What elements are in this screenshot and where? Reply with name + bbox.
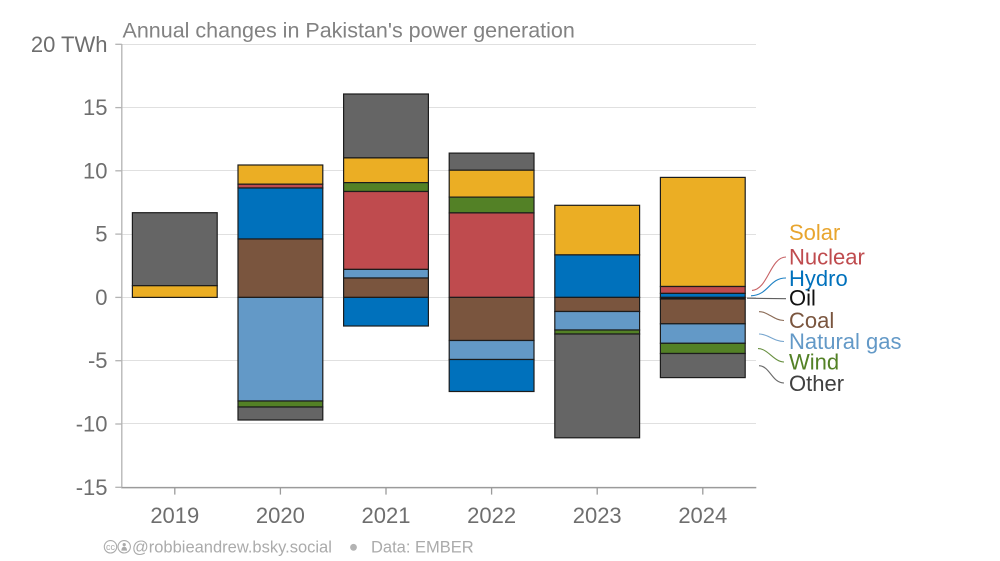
svg-text:2020: 2020 <box>256 503 305 528</box>
svg-text:Solar: Solar <box>789 220 840 245</box>
svg-text:Data: EMBER: Data: EMBER <box>371 539 474 557</box>
svg-text:10: 10 <box>83 158 107 183</box>
svg-text:15: 15 <box>83 95 107 120</box>
svg-text:Coal: Coal <box>789 308 834 333</box>
svg-text:2023: 2023 <box>573 503 622 528</box>
svg-text:-10: -10 <box>76 412 108 437</box>
svg-text:Other: Other <box>789 371 844 396</box>
svg-text:5: 5 <box>95 222 107 247</box>
svg-text:Hydro: Hydro <box>789 266 848 291</box>
svg-text:Natural gas: Natural gas <box>789 329 902 354</box>
svg-text:Annual changes in Pakistan's p: Annual changes in Pakistan's power gener… <box>123 19 575 43</box>
svg-text:2019: 2019 <box>150 503 199 528</box>
svg-text:-15: -15 <box>76 475 108 500</box>
svg-text:20 TWh: 20 TWh <box>31 32 108 57</box>
svg-text:2021: 2021 <box>362 503 411 528</box>
svg-text:cc: cc <box>106 542 116 552</box>
svg-text:Wind: Wind <box>789 350 839 375</box>
svg-text:Oil: Oil <box>789 286 816 311</box>
svg-text:2024: 2024 <box>678 503 727 528</box>
svg-text:@robbieandrew.bsky.social: @robbieandrew.bsky.social <box>132 539 332 557</box>
svg-text:2022: 2022 <box>467 503 516 528</box>
svg-text:-5: -5 <box>88 348 108 373</box>
svg-text:Nuclear: Nuclear <box>789 245 865 270</box>
svg-text:0: 0 <box>95 285 107 310</box>
